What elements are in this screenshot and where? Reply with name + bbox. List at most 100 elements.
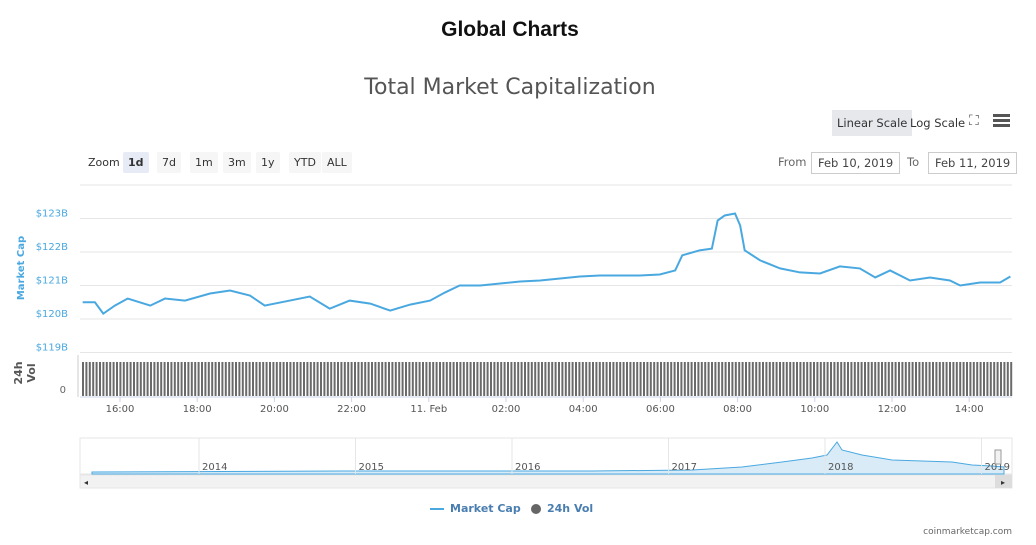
vol-tick-label: 0 [60,385,66,396]
vol-bar [282,362,285,396]
vol-bar [768,362,771,396]
vol-bar [755,362,758,396]
vol-bar [619,362,622,396]
vol-bar [228,362,231,396]
vol-bar [680,362,683,396]
chart-title: Total Market Capitalization [364,75,656,100]
vol-bar [418,362,421,396]
vol-bar [510,362,513,396]
to-label: To [907,155,920,169]
vol-bar [252,362,254,396]
vol-bar [949,362,951,396]
vol-bar [214,362,217,396]
vol-bar [836,362,839,396]
vol-bar [350,362,353,396]
vol-bar [1003,362,1006,396]
y-tick-label: $123B [36,209,68,220]
vol-bar [122,362,125,396]
linear-scale-button[interactable]: Linear Scale [832,110,913,136]
vol-bar [571,362,574,396]
vol-bar [969,362,972,396]
vol-bar [779,362,781,396]
vol-bar [255,362,258,396]
vol-bar [602,362,605,396]
vol-bar [292,362,295,396]
navigator-handle[interactable] [994,449,1002,465]
hamburger-menu-icon[interactable] [993,114,1010,127]
vol-bar [765,362,768,396]
vol-bar [840,362,843,396]
vol-bar [221,362,224,396]
scroll-left-icon[interactable]: ◂ [84,478,88,487]
vol-bar [296,362,299,396]
vol-bar [150,362,152,396]
zoom-7d-button[interactable]: 7d [157,152,181,173]
vol-bar [330,362,333,396]
vol-bar [173,362,176,396]
navigator-tick-label: 2018 [828,462,853,473]
vol-bar [493,362,496,396]
vol-bar [666,362,669,396]
vol-bar [462,362,465,396]
vol-bar [646,362,649,396]
vol-bar [704,362,707,396]
vol-bar [816,362,819,396]
vol-bar [371,362,373,396]
vol-bar [459,362,462,396]
scrollbar-thumb[interactable] [995,475,1012,488]
vol-bar [432,362,435,396]
zoom-all-button[interactable]: ALL [322,152,352,173]
vol-bar [537,362,540,396]
vol-bar [581,362,584,396]
vol-bar [996,362,999,396]
vol-bar [683,362,686,396]
vol-bar [265,362,268,396]
fullscreen-icon[interactable]: ⛶ [969,113,979,129]
vol-bar [547,362,550,396]
x-tick-label: 14:00 [955,404,984,415]
vol-bar [568,362,571,396]
vol-bar [258,362,261,396]
zoom-1m-button[interactable]: 1m [190,152,218,173]
vol-bar [411,362,414,396]
vol-bar [966,362,968,396]
vol-bar [1006,362,1009,396]
log-scale-button[interactable]: Log Scale [910,116,966,130]
vol-bar [687,362,690,396]
vol-axis-label: 24h [12,361,25,384]
vol-bar [262,362,265,396]
vol-bar [938,362,941,396]
vol-bar [881,362,883,396]
to-date-input[interactable]: Feb 11, 2019 [928,152,1018,174]
vol-bar [554,362,557,396]
vol-bar [360,362,363,396]
vol-bar [626,362,628,396]
zoom-3m-button[interactable]: 3m [223,152,251,173]
vol-bar [976,362,979,396]
vol-bar [877,362,880,396]
scroll-right-icon[interactable]: ▸ [1001,478,1005,487]
vol-bar [799,362,802,396]
legend-24h-vol[interactable]: 24h Vol [531,502,593,515]
vol-bar [456,362,458,396]
from-date-input[interactable]: Feb 10, 2019 [811,152,901,174]
vol-bar [714,362,717,396]
legend-market-cap[interactable]: Market Cap [430,502,521,515]
scrollbar-track[interactable] [79,474,1013,489]
vol-bar [921,362,924,396]
vol-bar [806,362,809,396]
market-cap-line [82,212,1011,316]
zoom-ytd-button[interactable]: YTD [289,152,321,173]
zoom-1d-button[interactable]: 1d [123,152,149,173]
vol-bar [813,362,815,396]
vol-bar [204,362,207,396]
vol-bar [513,362,516,396]
from-label: From [778,155,807,169]
zoom-1y-button[interactable]: 1y [256,152,280,173]
vol-bar [731,362,734,396]
vol-bar [299,362,302,396]
vol-bar [758,362,761,396]
vol-bar [585,362,588,396]
vol-bar [422,362,424,396]
